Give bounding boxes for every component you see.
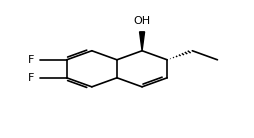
Polygon shape [139, 32, 145, 51]
Text: F: F [28, 73, 34, 83]
Text: F: F [28, 55, 34, 65]
Text: OH: OH [134, 16, 151, 26]
